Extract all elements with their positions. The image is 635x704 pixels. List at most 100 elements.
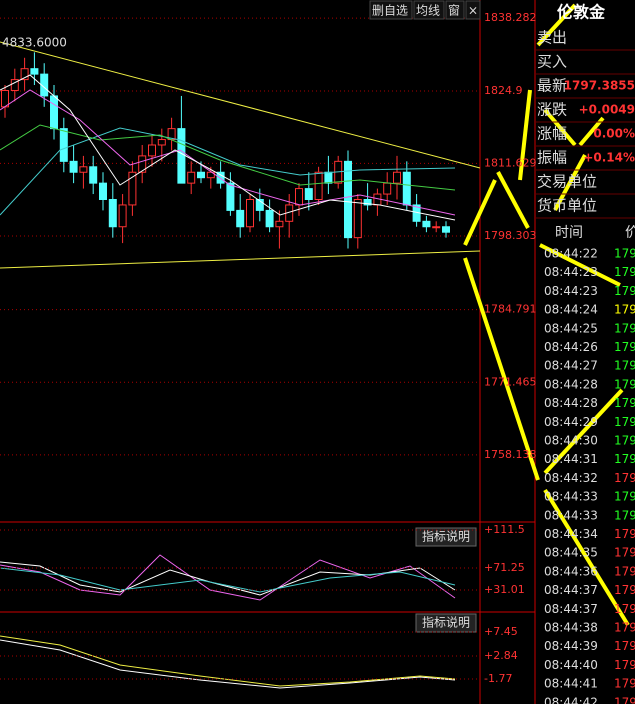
tick-time: 08:44:30 bbox=[544, 434, 598, 448]
toolbar-button[interactable]: 窗 bbox=[448, 4, 460, 18]
candle-body bbox=[393, 171, 401, 184]
quote-value: 0.00% bbox=[593, 127, 635, 141]
toolbar-button-bg bbox=[445, 0, 465, 20]
indicator-tick: +2.84 bbox=[484, 649, 518, 662]
candle-body bbox=[99, 182, 107, 200]
y-tick-label: 1811.629 bbox=[484, 156, 537, 169]
tick-price: 179 bbox=[614, 527, 635, 541]
candle-body bbox=[432, 226, 441, 229]
candle-body bbox=[206, 171, 215, 179]
candle-body bbox=[138, 155, 147, 173]
candle-body bbox=[50, 95, 58, 130]
tick-price: 179 bbox=[614, 377, 635, 391]
trend-line bbox=[0, 250, 481, 269]
candle-body bbox=[128, 171, 137, 206]
tick-price: 179 bbox=[614, 247, 635, 261]
table-header: 价 bbox=[625, 225, 635, 241]
indicator-button-bg bbox=[415, 613, 477, 633]
tick-price: 179 bbox=[614, 359, 635, 373]
tick-time: 08:44:42 bbox=[544, 695, 598, 704]
candle-body bbox=[157, 139, 166, 146]
ma-line bbox=[0, 127, 456, 216]
candle-body bbox=[442, 226, 450, 233]
table-header: 时间 bbox=[555, 225, 583, 241]
indicator-line bbox=[0, 554, 456, 601]
tick-price: 179 bbox=[614, 265, 635, 279]
toolbar-button[interactable]: 均线 bbox=[416, 4, 440, 18]
tick-time: 08:44:32 bbox=[544, 471, 598, 485]
toolbar-button[interactable]: × bbox=[468, 4, 478, 18]
indicator-tick: +7.45 bbox=[484, 625, 518, 638]
tick-time: 08:44:39 bbox=[544, 639, 598, 653]
indicator-tick: +31.01 bbox=[484, 583, 525, 596]
indicator-button[interactable]: 指标说明 bbox=[422, 529, 470, 544]
tick-price: 179 bbox=[614, 415, 635, 429]
toolbar-button-bg bbox=[465, 0, 481, 20]
quote-label: 涨跌 bbox=[537, 101, 567, 119]
tick-time: 08:44:33 bbox=[544, 508, 598, 522]
tick-price: 179 bbox=[614, 303, 635, 317]
candle-body bbox=[314, 171, 323, 200]
tick-time: 08:44:40 bbox=[544, 658, 598, 672]
tick-price: 179 bbox=[614, 564, 635, 578]
candle-body bbox=[40, 73, 49, 97]
quote-label: 买入 bbox=[537, 53, 567, 71]
tick-time: 08:44:37 bbox=[544, 583, 598, 597]
plot bbox=[0, 17, 480, 456]
toolbar-button[interactable]: 删自选 bbox=[372, 4, 408, 18]
y-tick-label: 1771.465 bbox=[484, 375, 537, 388]
tick-price: 179 bbox=[614, 602, 635, 616]
tick-time: 08:44:26 bbox=[544, 340, 598, 354]
candle-body bbox=[10, 79, 19, 91]
candle-body bbox=[255, 198, 264, 211]
y-tick-label: 1758.138 bbox=[484, 448, 537, 461]
y-tick-label: 1798.303 bbox=[484, 229, 537, 242]
candle-body bbox=[20, 68, 29, 81]
indicator-line bbox=[0, 639, 456, 689]
tick-time: 08:44:25 bbox=[544, 321, 598, 335]
indicator-button-bg bbox=[415, 527, 477, 547]
tick-time: 08:44:31 bbox=[544, 452, 598, 466]
tick-time: 08:44:27 bbox=[544, 359, 598, 373]
indicator-button[interactable]: 指标说明 bbox=[422, 615, 470, 630]
candle-body bbox=[304, 188, 313, 200]
candle-body bbox=[344, 160, 352, 239]
annotation-arrows bbox=[463, 3, 630, 627]
tick-time: 08:44:35 bbox=[544, 546, 598, 560]
chart-label: 4833.6000 bbox=[2, 36, 67, 50]
tick-price: 179 bbox=[614, 639, 635, 653]
candle-body bbox=[363, 198, 372, 206]
candle-body bbox=[69, 160, 78, 173]
quote-label: 涨幅 bbox=[537, 125, 567, 143]
tick-time: 08:44:34 bbox=[544, 527, 598, 541]
ma-line bbox=[0, 124, 456, 191]
y-tick-label: 1838.282 bbox=[484, 11, 537, 24]
tick-price: 179 bbox=[614, 621, 635, 635]
candle-body bbox=[422, 220, 431, 228]
trend-line bbox=[0, 41, 481, 169]
quote-label: 卖出 bbox=[537, 29, 567, 47]
tick-time: 08:44:33 bbox=[544, 490, 598, 504]
candle-body bbox=[59, 128, 68, 162]
quote-label: 振幅 bbox=[537, 149, 567, 167]
tick-time: 08:44:37 bbox=[544, 602, 598, 616]
tick-price: 179 bbox=[614, 396, 635, 410]
indicator-line bbox=[0, 567, 456, 593]
tick-time: 08:44:22 bbox=[544, 247, 598, 261]
tick-time: 08:44:36 bbox=[544, 564, 598, 578]
tick-price: 179 bbox=[614, 471, 635, 485]
indicator-tick: +71.25 bbox=[484, 561, 525, 574]
candle-body bbox=[402, 171, 411, 206]
tick-price: 179 bbox=[614, 321, 635, 335]
tick-price: 179 bbox=[614, 434, 635, 448]
candle-body bbox=[177, 128, 186, 184]
indicator-tick: +111.5 bbox=[484, 523, 525, 536]
candle-body bbox=[197, 171, 205, 179]
tick-time: 08:44:23 bbox=[544, 284, 598, 298]
candle-body bbox=[89, 166, 98, 184]
tick-price: 179 bbox=[614, 508, 635, 522]
tick-price: 179 bbox=[614, 695, 635, 704]
tick-time: 08:44:23 bbox=[544, 265, 598, 279]
